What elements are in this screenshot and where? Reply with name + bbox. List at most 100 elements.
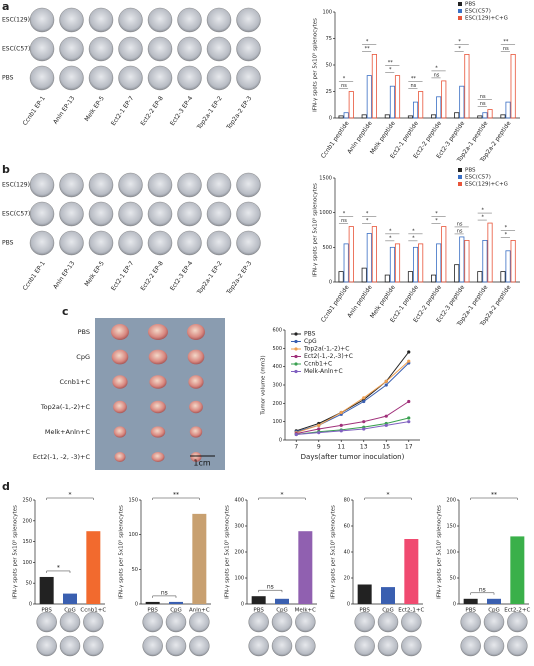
well: [483, 635, 505, 657]
y-tick-label: 200: [22, 518, 32, 524]
x-tick-label: Ect2-2+C: [504, 608, 530, 614]
x-tick-label: CpG: [382, 608, 394, 614]
y-axis-label: IFN-γ spots per 5x10⁵ splenocytes: [312, 18, 319, 112]
well: [118, 36, 143, 62]
significance: ns: [411, 83, 417, 89]
bar: [384, 114, 390, 119]
well: [206, 172, 232, 198]
bar: [338, 271, 344, 283]
well: [507, 611, 528, 633]
legend-label: CpG: [304, 338, 317, 345]
point: [317, 427, 321, 431]
point: [407, 399, 411, 404]
significance: ns: [480, 94, 486, 100]
tumor: [151, 452, 165, 462]
well: [236, 65, 261, 91]
column-label: Ccnb1 EP-1: [22, 260, 47, 292]
well: [147, 36, 173, 62]
y-tick-label: 20: [344, 576, 350, 582]
legend-label: PBS: [465, 168, 476, 174]
y-tick-label: 600: [272, 328, 282, 334]
bar: [384, 274, 390, 283]
significance: *: [435, 65, 438, 71]
legend-label: PBS: [304, 331, 316, 338]
y-tick-label: 100: [128, 532, 138, 538]
x-tick-label: PBS: [41, 608, 52, 614]
bar: [169, 601, 183, 604]
bar: [505, 250, 511, 283]
significance: *: [343, 76, 346, 82]
bar: [357, 584, 372, 604]
well: [271, 611, 293, 633]
bracket: [470, 592, 495, 595]
significance: **: [365, 46, 371, 52]
legend-swatch: [458, 2, 462, 6]
bracket: [46, 497, 94, 500]
bar: [464, 54, 470, 119]
tumor: [112, 375, 128, 389]
well: [295, 611, 316, 633]
tumor: [111, 349, 129, 365]
column-label: Melk EP-5: [83, 260, 106, 288]
significance: *: [69, 492, 72, 499]
legend-label: ESC(C57): [465, 9, 491, 15]
bar: [361, 267, 367, 283]
significance: **: [503, 39, 509, 45]
bar: [418, 243, 424, 283]
tumor-photo: [95, 318, 225, 470]
well: [59, 36, 84, 62]
well: [177, 172, 202, 198]
significance: *: [505, 225, 508, 231]
bar: [63, 593, 77, 604]
well: [88, 230, 114, 256]
tumor: [149, 375, 167, 389]
significance: *: [57, 564, 60, 571]
tumor: [150, 400, 166, 414]
x-axis-label: Days(after tumor inoculation): [301, 453, 405, 461]
legend-label: PBS: [465, 2, 476, 8]
x-tick-label: CpG: [276, 608, 288, 614]
y-tick-label: 0: [241, 602, 244, 608]
point: [407, 416, 411, 420]
bar: [192, 513, 207, 604]
series-line: [296, 417, 409, 435]
well: [59, 201, 84, 227]
tumor: [188, 375, 204, 389]
legend-swatch: [458, 9, 462, 13]
series-line: [296, 360, 410, 434]
significance: **: [491, 492, 497, 499]
y-tick-label: 100: [234, 576, 244, 582]
scale-label: 1cm: [193, 459, 210, 468]
y-tick-label: 500: [272, 346, 282, 352]
well: [165, 635, 187, 657]
y-tick-label: 300: [234, 524, 244, 530]
y-tick-label: 200: [272, 401, 282, 407]
legend-label: ESC(C57): [465, 175, 491, 181]
well: [377, 611, 399, 633]
well: [401, 611, 422, 633]
well: [401, 635, 422, 657]
bar: [343, 243, 349, 283]
tumor: [189, 426, 203, 438]
bar: [39, 576, 54, 604]
bracket: [152, 497, 200, 500]
significance: *: [482, 208, 485, 214]
bracket: [46, 570, 71, 573]
significance: **: [388, 60, 394, 66]
well: [507, 635, 528, 657]
column-label: Ect2-3 EP-4: [169, 260, 195, 292]
well: [248, 611, 269, 633]
point: [339, 410, 343, 415]
row-label: PBS: [78, 328, 90, 336]
well: [177, 65, 202, 91]
y-tick-label: 200: [446, 498, 456, 504]
tumor: [187, 324, 205, 340]
row-label: Ccnb1+C: [60, 378, 91, 386]
x-tick-label: CpG: [64, 608, 76, 614]
legend-marker: [294, 347, 298, 351]
well: [206, 65, 232, 91]
bracket: [364, 497, 412, 500]
column-label: Ect2-3 EP-4: [169, 95, 195, 127]
well: [147, 65, 173, 91]
